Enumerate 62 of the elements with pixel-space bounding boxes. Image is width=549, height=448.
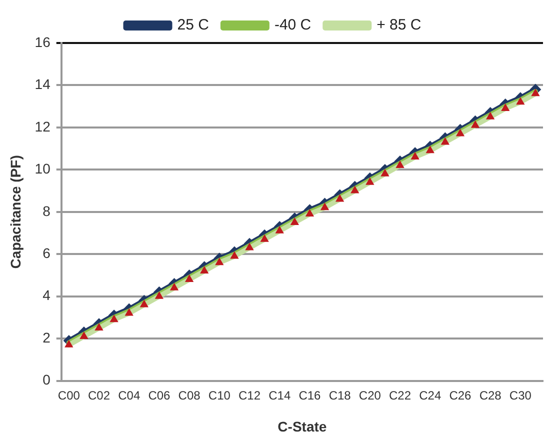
x-tick-label: C26 xyxy=(449,388,472,402)
x-tick-label: C00 xyxy=(58,388,80,402)
point xyxy=(441,138,450,145)
point xyxy=(200,266,208,274)
x-tick-label: C22 xyxy=(389,388,412,402)
point xyxy=(140,300,148,308)
x-axis-title: C-State xyxy=(278,418,327,434)
point xyxy=(110,315,118,322)
point xyxy=(381,169,389,176)
x-tick-label: C20 xyxy=(358,388,382,402)
point xyxy=(64,340,73,348)
point xyxy=(290,218,299,225)
x-tick-label: C24 xyxy=(419,388,442,402)
x-tick-label: C10 xyxy=(208,388,231,402)
x-tick-label: C30 xyxy=(509,388,532,402)
point xyxy=(306,210,314,217)
y-tick-label: 12 xyxy=(34,118,51,134)
y-tick-label: 6 xyxy=(42,244,51,261)
point xyxy=(80,332,88,339)
x-tick-label: C28 xyxy=(479,388,502,402)
point xyxy=(532,89,540,96)
x-tick-label: C04 xyxy=(118,388,140,402)
point xyxy=(215,258,224,266)
point xyxy=(95,324,103,331)
point xyxy=(260,234,269,242)
point xyxy=(230,252,238,259)
point xyxy=(456,129,464,136)
x-tick-label: C06 xyxy=(148,388,171,402)
y-tick-label: 8 xyxy=(42,202,51,219)
x-tick-label: C14 xyxy=(268,388,291,402)
point xyxy=(246,243,254,250)
x-tick-label: C12 xyxy=(238,388,261,402)
point xyxy=(170,283,178,290)
y-tick-label: 16 xyxy=(34,34,51,50)
point xyxy=(516,98,524,105)
point xyxy=(366,178,374,185)
point xyxy=(501,104,510,111)
y-axis-title: Capacitance (PF) xyxy=(7,155,24,269)
x-tick-label: C16 xyxy=(298,388,322,402)
legend-label: 25 C xyxy=(177,16,210,34)
y-tick-label: 2 xyxy=(42,329,51,346)
legend-label: -40 C xyxy=(274,16,312,34)
y-tick-label: 14 xyxy=(34,76,51,92)
point xyxy=(426,146,434,154)
x-tick-label: C08 xyxy=(178,388,201,402)
point xyxy=(185,274,194,282)
point xyxy=(486,112,494,120)
point xyxy=(336,194,344,202)
y-tick-label: 0 xyxy=(42,372,51,388)
point xyxy=(411,152,420,160)
point xyxy=(396,160,404,168)
y-tick-label: 10 xyxy=(34,160,51,177)
legend-label: + 85 C xyxy=(376,16,422,34)
point xyxy=(276,226,284,234)
point xyxy=(320,203,329,210)
point xyxy=(155,292,164,299)
point xyxy=(350,186,359,194)
x-tick-label: C18 xyxy=(328,388,352,402)
point xyxy=(125,308,134,316)
y-tick-label: 4 xyxy=(42,287,51,304)
x-tick-label: C02 xyxy=(88,388,110,402)
point xyxy=(471,120,480,128)
